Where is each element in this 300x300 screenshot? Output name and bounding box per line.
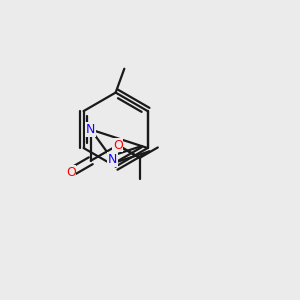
Text: N: N	[86, 123, 95, 136]
Text: O: O	[113, 139, 123, 152]
Text: O: O	[66, 166, 76, 179]
Text: N: N	[108, 153, 117, 166]
